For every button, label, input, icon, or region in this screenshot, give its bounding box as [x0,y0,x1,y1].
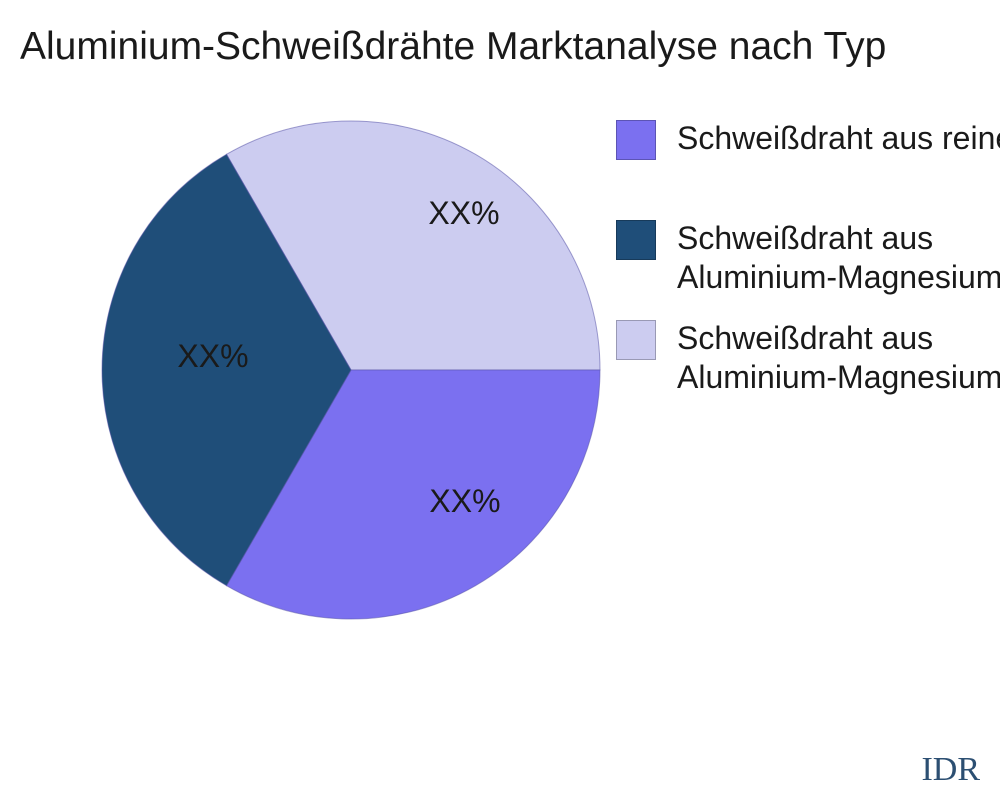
svg-text:XX%: XX% [177,338,248,374]
svg-text:XX%: XX% [428,195,499,231]
svg-text:XX%: XX% [429,483,500,519]
